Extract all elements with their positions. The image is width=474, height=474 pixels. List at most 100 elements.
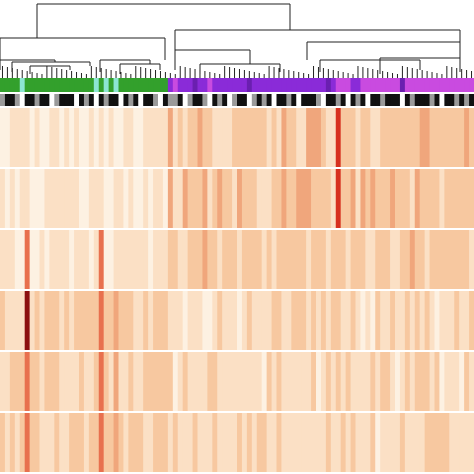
annotation-cell-cluster bbox=[93, 78, 100, 92]
heatmap-cell bbox=[286, 413, 292, 472]
heatmap-cell bbox=[256, 291, 263, 350]
heatmap-cell bbox=[143, 291, 149, 350]
heatmap-cell bbox=[14, 230, 21, 289]
annotation-cell-cluster bbox=[237, 78, 243, 92]
annotation-cell-cluster bbox=[340, 78, 347, 92]
annotation-cell-status bbox=[251, 94, 258, 106]
heatmap-cell bbox=[39, 230, 46, 289]
heatmap-cell bbox=[108, 108, 115, 167]
annotation-cell-cluster bbox=[39, 78, 46, 92]
heatmap-cell bbox=[197, 291, 204, 350]
heatmap-cell bbox=[241, 169, 248, 228]
annotation-cell-status bbox=[271, 94, 278, 106]
annotation-cell-cluster bbox=[365, 78, 371, 92]
heatmap-cell bbox=[286, 169, 292, 228]
annotation-cell-cluster bbox=[172, 78, 179, 92]
heatmap-cell bbox=[246, 169, 253, 228]
heatmap-cell bbox=[266, 230, 273, 289]
annotation-cell-cluster bbox=[14, 78, 21, 92]
heatmap-cell bbox=[409, 230, 416, 289]
heatmap-cell bbox=[449, 169, 455, 228]
heatmap-cell bbox=[4, 413, 11, 472]
heatmap-cell bbox=[350, 230, 357, 289]
heatmap-cell bbox=[469, 230, 474, 289]
annotation-cell-status bbox=[296, 94, 302, 106]
heatmap-cell bbox=[162, 352, 169, 411]
heatmap-cell bbox=[187, 352, 194, 411]
annotation-cell-status bbox=[276, 94, 283, 106]
heatmap-cell bbox=[44, 291, 50, 350]
heatmap-cell bbox=[246, 230, 253, 289]
annotation-cell-cluster bbox=[59, 78, 65, 92]
annotation-cell-cluster bbox=[459, 78, 465, 92]
heatmap-cell bbox=[266, 291, 273, 350]
heatmap-cell bbox=[256, 230, 263, 289]
heatmap-cell bbox=[232, 108, 238, 167]
heatmap-cell bbox=[143, 230, 149, 289]
annotation-cell-status bbox=[291, 94, 297, 106]
heatmap-cell bbox=[424, 230, 431, 289]
heatmap-cell bbox=[54, 352, 60, 411]
heatmap-cell bbox=[469, 352, 474, 411]
annotation-cell-status bbox=[133, 94, 139, 106]
heatmap-cell bbox=[153, 108, 159, 167]
heatmap-cell bbox=[207, 169, 213, 228]
heatmap-cell bbox=[172, 230, 179, 289]
heatmap-cell bbox=[158, 291, 164, 350]
heatmap-cell bbox=[217, 352, 223, 411]
heatmap-cell bbox=[148, 291, 154, 350]
annotation-cell-status bbox=[335, 94, 342, 106]
heatmap-cell bbox=[345, 352, 352, 411]
annotation-cell-status bbox=[286, 94, 292, 106]
heatmap-cell bbox=[59, 169, 65, 228]
heatmap-cell bbox=[39, 169, 46, 228]
heatmap-cell bbox=[296, 291, 302, 350]
heatmap-cell bbox=[0, 230, 6, 289]
heatmap-cell bbox=[385, 108, 391, 167]
annotation-cell-cluster bbox=[54, 78, 60, 92]
heatmap-cell bbox=[39, 352, 46, 411]
annotation-cell-cluster bbox=[103, 78, 110, 92]
annotation-cell-cluster bbox=[380, 78, 386, 92]
annotation-cell-status bbox=[399, 94, 406, 106]
heatmap-cell bbox=[251, 352, 258, 411]
heatmap-cell bbox=[222, 291, 228, 350]
heatmap-cell bbox=[271, 413, 278, 472]
heatmap-cell bbox=[390, 291, 396, 350]
heatmap-cell bbox=[409, 108, 416, 167]
heatmap-cell bbox=[365, 291, 371, 350]
annotation-cell-cluster bbox=[414, 78, 421, 92]
heatmap-cell bbox=[212, 413, 218, 472]
heatmap-cell bbox=[399, 230, 406, 289]
annotation-cell-status bbox=[360, 94, 366, 106]
heatmap-cell bbox=[311, 413, 317, 472]
heatmap-cell bbox=[172, 352, 179, 411]
annotation-cell-status bbox=[14, 94, 21, 106]
heatmap-cell bbox=[207, 108, 213, 167]
annotation-cell-cluster bbox=[399, 78, 406, 92]
annotation-cell-status bbox=[98, 94, 105, 106]
heatmap-cell bbox=[434, 108, 441, 167]
heatmap-cell bbox=[19, 169, 26, 228]
heatmap-cell bbox=[261, 169, 268, 228]
heatmap-cell bbox=[311, 291, 317, 350]
heatmap-cell bbox=[167, 108, 174, 167]
heatmap-cell bbox=[395, 413, 401, 472]
annotation-cell-cluster bbox=[449, 78, 455, 92]
annotation-cell-status bbox=[404, 94, 411, 106]
annotation-cell-cluster bbox=[123, 78, 129, 92]
annotation-cell-cluster bbox=[167, 78, 174, 92]
annotation-cell-status bbox=[148, 94, 154, 106]
heatmap-cell bbox=[24, 230, 31, 289]
heatmap-cell bbox=[133, 413, 139, 472]
annotation-cell-status bbox=[311, 94, 317, 106]
annotation-cell-status bbox=[39, 94, 46, 106]
heatmap-cell bbox=[74, 169, 80, 228]
annotation-cell-cluster bbox=[24, 78, 31, 92]
heatmap-cell bbox=[409, 169, 416, 228]
heatmap-cell bbox=[271, 169, 278, 228]
heatmap-cell bbox=[34, 169, 41, 228]
heatmap-cell bbox=[360, 413, 366, 472]
heatmap-cell bbox=[138, 291, 144, 350]
heatmap-cell bbox=[59, 413, 65, 472]
